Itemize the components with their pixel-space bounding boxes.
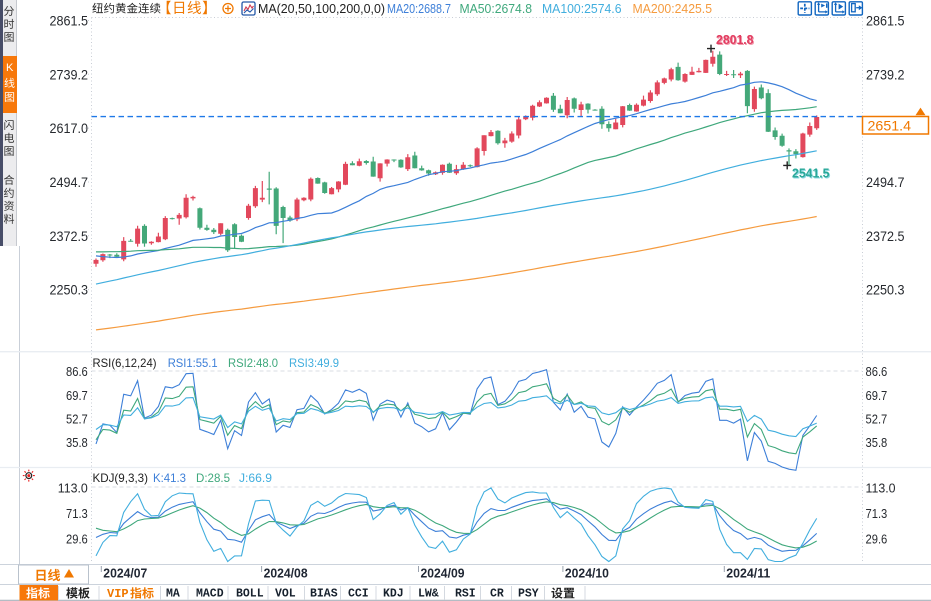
svg-text:2541.5: 2541.5 bbox=[793, 167, 831, 182]
svg-text:2651.4: 2651.4 bbox=[868, 118, 912, 134]
svg-text:2541.5: 2541.5 bbox=[792, 166, 830, 181]
svg-text:MA: MA bbox=[166, 588, 180, 601]
svg-text:52.7: 52.7 bbox=[866, 413, 888, 427]
svg-text:69.7: 69.7 bbox=[866, 389, 888, 403]
svg-text:RSI1:55.1: RSI1:55.1 bbox=[168, 356, 218, 370]
svg-text:CR: CR bbox=[490, 588, 504, 601]
svg-text:K: K bbox=[6, 62, 14, 74]
svg-text:RSI3:49.9: RSI3:49.9 bbox=[289, 356, 339, 370]
svg-text:2250.3: 2250.3 bbox=[866, 283, 905, 298]
svg-text:K:41.3: K:41.3 bbox=[153, 471, 186, 485]
svg-text:2024/08: 2024/08 bbox=[264, 566, 308, 581]
svg-text:D:28.5: D:28.5 bbox=[196, 471, 230, 485]
svg-text:RSI(6,12,24): RSI(6,12,24) bbox=[93, 356, 157, 370]
svg-text:2024/07: 2024/07 bbox=[103, 566, 147, 581]
svg-text:2801.8: 2801.8 bbox=[717, 33, 755, 48]
svg-text:2494.7: 2494.7 bbox=[866, 175, 905, 190]
svg-text:BOLL: BOLL bbox=[236, 588, 264, 601]
svg-text:RSI2:48.0: RSI2:48.0 bbox=[228, 356, 278, 370]
svg-text:2861.5: 2861.5 bbox=[866, 14, 905, 29]
svg-text:MACD: MACD bbox=[196, 588, 224, 601]
svg-text:MA100:2574.6: MA100:2574.6 bbox=[542, 2, 622, 16]
svg-text:2739.2: 2739.2 bbox=[866, 67, 905, 82]
svg-text:KDJ: KDJ bbox=[383, 588, 404, 601]
svg-text:2024/11: 2024/11 bbox=[726, 566, 770, 581]
svg-text:CCI: CCI bbox=[348, 588, 369, 601]
svg-text:29.6: 29.6 bbox=[66, 533, 88, 547]
svg-text:69.7: 69.7 bbox=[66, 389, 88, 403]
svg-text:VIP: VIP bbox=[107, 587, 129, 601]
svg-text:MA20:2688.7: MA20:2688.7 bbox=[387, 2, 451, 16]
svg-text:2617.0: 2617.0 bbox=[50, 121, 89, 136]
svg-text:MA(20,50,100,200,0,0): MA(20,50,100,200,0,0) bbox=[258, 2, 385, 16]
svg-text:2250.3: 2250.3 bbox=[50, 283, 89, 298]
svg-text:KDJ(9,3,3): KDJ(9,3,3) bbox=[93, 471, 149, 485]
svg-text:J:66.9: J:66.9 bbox=[239, 471, 272, 485]
svg-text:52.7: 52.7 bbox=[66, 413, 88, 427]
svg-text:LW&: LW& bbox=[418, 588, 439, 601]
svg-text:2372.5: 2372.5 bbox=[50, 229, 89, 244]
svg-text:2024/10: 2024/10 bbox=[565, 566, 609, 581]
svg-text:71.3: 71.3 bbox=[866, 507, 888, 521]
svg-text:RSI: RSI bbox=[455, 588, 476, 601]
svg-text:86.6: 86.6 bbox=[66, 365, 88, 379]
svg-text:2024/09: 2024/09 bbox=[421, 566, 465, 581]
svg-text:2494.7: 2494.7 bbox=[50, 175, 89, 190]
svg-text:71.3: 71.3 bbox=[66, 507, 88, 521]
svg-text:2861.5: 2861.5 bbox=[50, 14, 89, 29]
svg-text:113.0: 113.0 bbox=[58, 482, 88, 496]
svg-text:29.6: 29.6 bbox=[866, 533, 888, 547]
svg-text:2801.8: 2801.8 bbox=[716, 32, 754, 47]
svg-text:2739.2: 2739.2 bbox=[50, 67, 89, 82]
svg-text:35.8: 35.8 bbox=[66, 436, 88, 450]
svg-text:MA200:2425.5: MA200:2425.5 bbox=[633, 2, 713, 16]
svg-text:PSY: PSY bbox=[518, 588, 539, 601]
svg-text:2372.5: 2372.5 bbox=[866, 229, 905, 244]
svg-text:MA50:2674.8: MA50:2674.8 bbox=[460, 2, 533, 16]
svg-text:35.8: 35.8 bbox=[866, 436, 888, 450]
svg-text:86.6: 86.6 bbox=[866, 365, 888, 379]
svg-text:BIAS: BIAS bbox=[310, 588, 338, 601]
svg-text:113.0: 113.0 bbox=[866, 482, 896, 496]
svg-text:VOL: VOL bbox=[275, 588, 296, 601]
